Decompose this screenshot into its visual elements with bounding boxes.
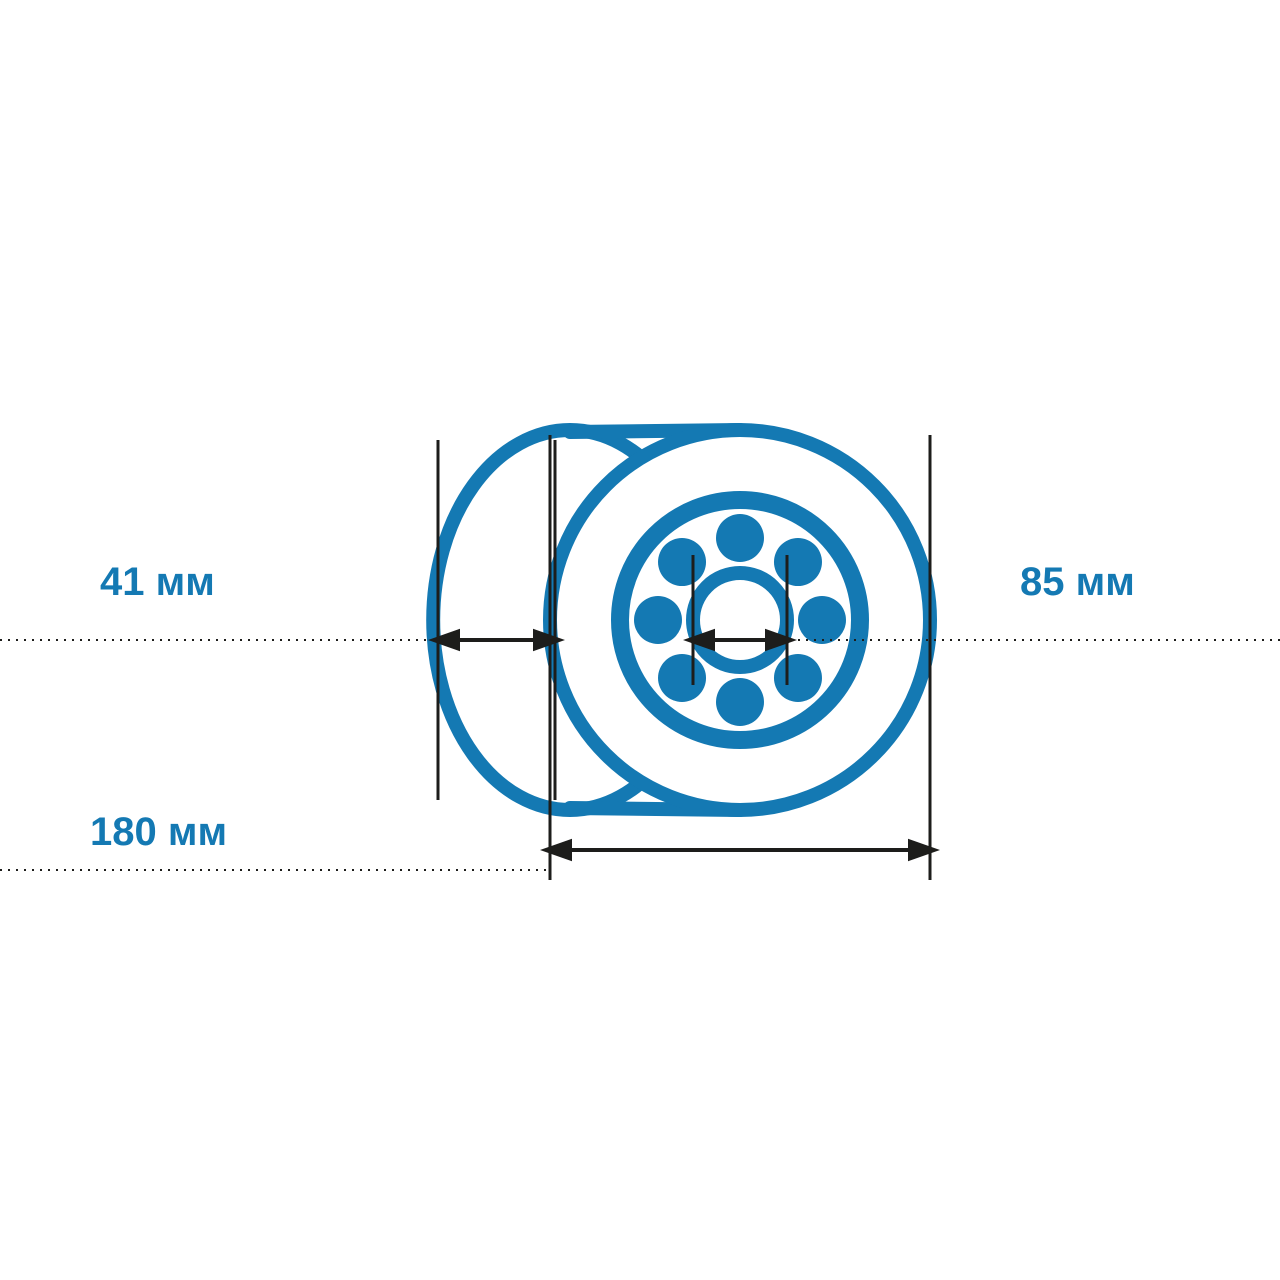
- bearing-ball: [716, 514, 764, 562]
- bearing-ball: [658, 538, 706, 586]
- bearing-ball: [634, 596, 682, 644]
- bearing-ball: [774, 538, 822, 586]
- dimension-label: 180 мм: [90, 810, 227, 854]
- bearing-ball: [716, 678, 764, 726]
- bearing-ball: [774, 654, 822, 702]
- bearing-ball: [658, 654, 706, 702]
- dimension-label: 85 мм: [1020, 560, 1135, 604]
- bearing-icon: [433, 430, 930, 810]
- bearing-outer-ring: [550, 430, 930, 810]
- dimension-label: 41 мм: [100, 560, 215, 604]
- bearing-ball: [798, 596, 846, 644]
